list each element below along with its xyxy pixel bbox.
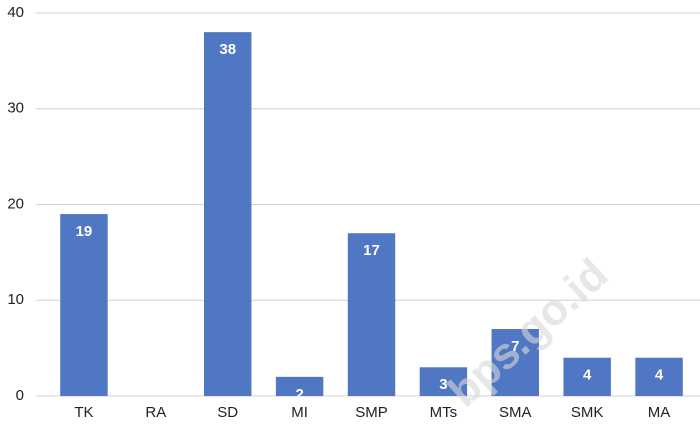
x-tick-label: TK: [74, 404, 93, 421]
bar: [275, 376, 324, 396]
bar: [491, 328, 540, 396]
data-label: 17: [363, 242, 380, 259]
data-label: 38: [219, 41, 236, 58]
x-tick-label: SMK: [571, 404, 604, 421]
bar: [347, 233, 396, 396]
data-label: 2: [295, 386, 303, 403]
y-tick-label: 40: [7, 4, 24, 21]
data-label: 4: [583, 367, 592, 384]
y-tick-label: 20: [7, 195, 24, 212]
data-label: 3: [439, 376, 447, 393]
x-tick-label: SD: [217, 404, 238, 421]
x-tick-label: RA: [145, 404, 166, 421]
y-tick-label: 10: [7, 291, 24, 308]
x-tick-label: SMA: [499, 404, 532, 421]
bar: [60, 214, 108, 396]
data-label: 4: [655, 367, 664, 384]
bar: [635, 357, 683, 396]
bar: [419, 367, 468, 396]
x-tick-label: MI: [291, 404, 308, 421]
x-tick-label: SMP: [355, 404, 388, 421]
y-tick-label: 0: [16, 387, 24, 404]
data-label: 7: [511, 338, 519, 355]
data-label: 19: [76, 223, 93, 240]
bar: [203, 32, 252, 397]
x-tick-label: MTs: [430, 404, 458, 421]
y-tick-label: 30: [7, 100, 24, 117]
x-tick-label: MA: [648, 404, 671, 421]
bar: [563, 357, 611, 396]
